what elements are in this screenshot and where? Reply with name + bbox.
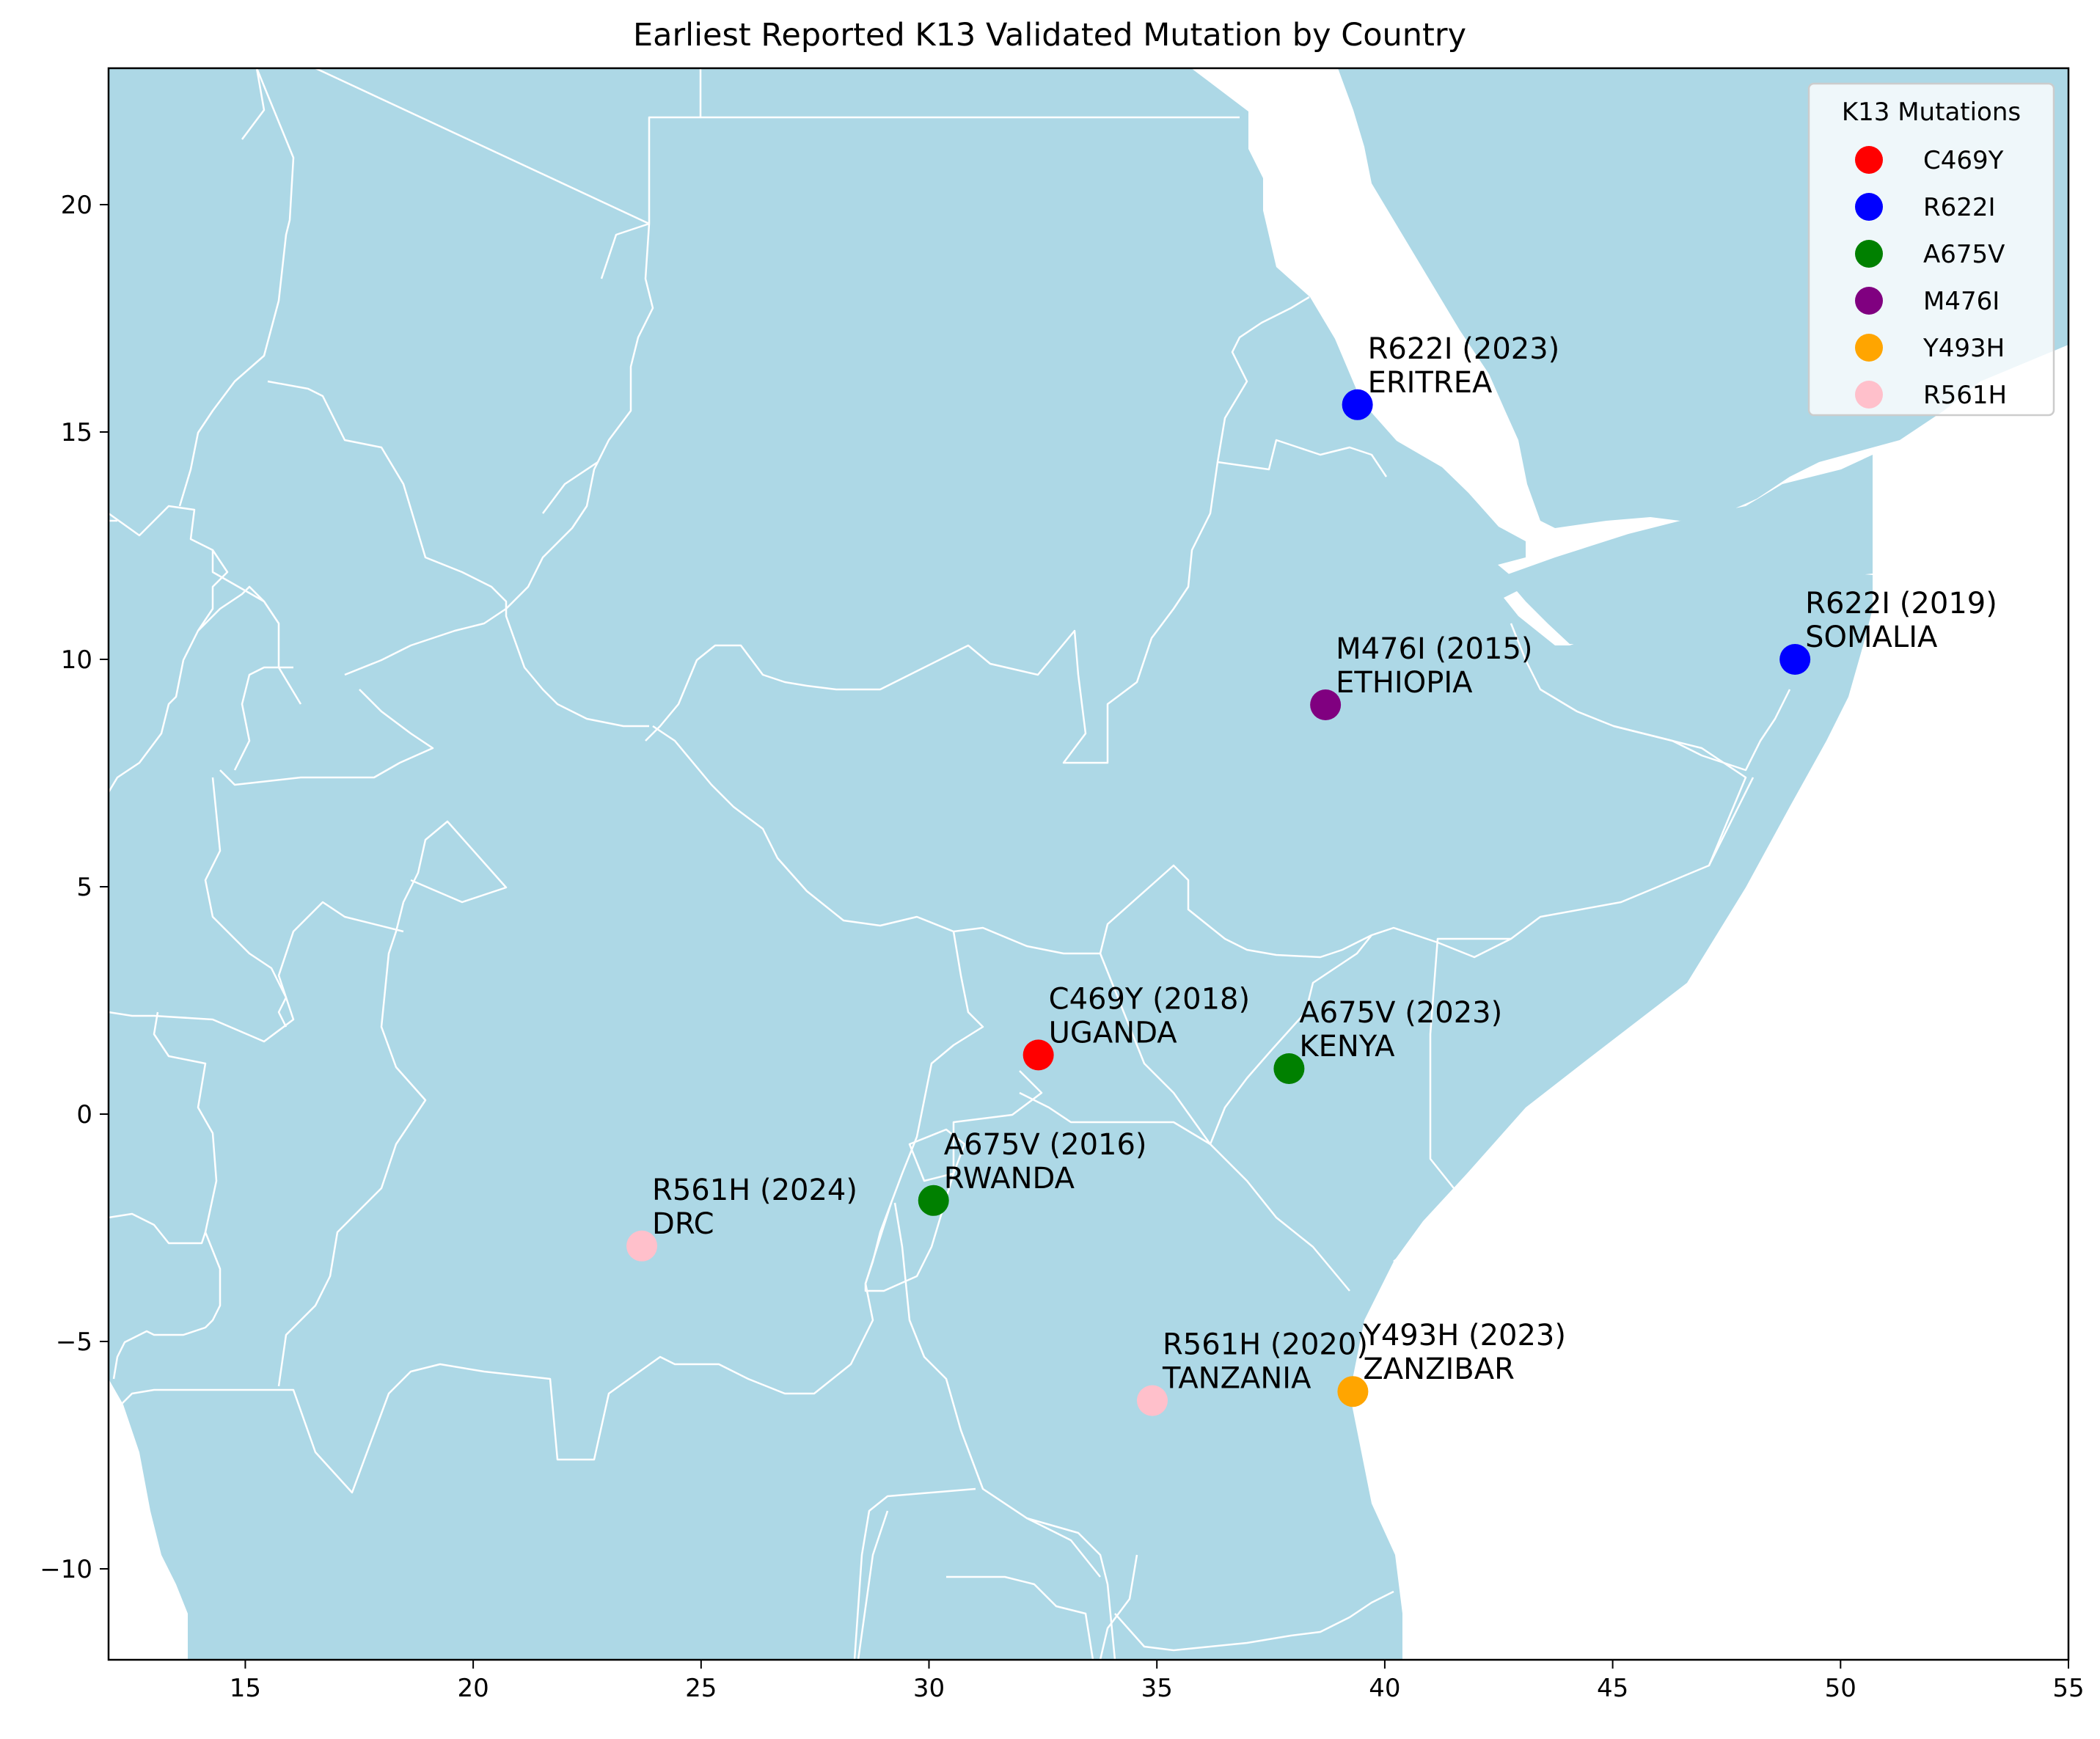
x-tick-label: 50 bbox=[1825, 1674, 1856, 1703]
x-tick-label: 30 bbox=[913, 1674, 945, 1703]
data-label-country: ERITREA bbox=[1368, 366, 1493, 400]
data-point-eritrea bbox=[1342, 389, 1373, 420]
data-points-layer bbox=[626, 389, 1811, 1416]
data-point-somalia bbox=[1779, 644, 1811, 675]
data-label-country: KENYA bbox=[1299, 1030, 1395, 1063]
data-label-country: ZANZIBAR bbox=[1363, 1352, 1514, 1386]
data-point-zanzibar bbox=[1337, 1376, 1369, 1407]
chart-title: Earliest Reported K13 Validated Mutation… bbox=[633, 17, 1466, 54]
data-label-country: RWANDA bbox=[944, 1162, 1075, 1196]
legend-title: K13 Mutations bbox=[1842, 98, 2021, 127]
data-label-mutation: R561H (2020) bbox=[1163, 1328, 1368, 1362]
legend-label: R622I bbox=[1923, 193, 1996, 222]
data-label-country: ETHIOPIA bbox=[1336, 666, 1473, 700]
x-tick-label: 40 bbox=[1369, 1674, 1400, 1703]
data-label-mutation: R561H (2024) bbox=[652, 1174, 857, 1207]
data-label-mutation: R622I (2023) bbox=[1368, 332, 1560, 366]
map-layer bbox=[109, 68, 2068, 1660]
legend-marker-c469y bbox=[1855, 146, 1883, 174]
data-label-country: DRC bbox=[652, 1207, 714, 1241]
country-borders bbox=[109, 68, 1791, 1660]
data-point-drc bbox=[626, 1230, 658, 1262]
y-tick-label: −5 bbox=[56, 1328, 92, 1357]
legend-label: R561H bbox=[1923, 381, 2007, 410]
data-point-rwanda bbox=[918, 1185, 949, 1216]
y-tick-label: 5 bbox=[76, 873, 92, 902]
legend-label: Y493H bbox=[1922, 334, 2005, 363]
x-tick-label: 45 bbox=[1597, 1674, 1628, 1703]
data-label-mutation: Y493H (2023) bbox=[1362, 1319, 1566, 1352]
x-tick-label: 55 bbox=[2052, 1674, 2084, 1703]
x-tick-label: 20 bbox=[457, 1674, 489, 1703]
legend-marker-r622i bbox=[1855, 193, 1883, 221]
legend-entries: C469Y R622I A675V M476I Y493H R561H bbox=[1855, 146, 2007, 410]
y-tick-label: 0 bbox=[76, 1100, 92, 1130]
legend-marker-r561h bbox=[1855, 381, 1883, 409]
legend-marker-y493h bbox=[1855, 334, 1883, 362]
data-point-ethiopia bbox=[1310, 689, 1342, 720]
legend: K13 Mutations C469Y R622I A675V M476I Y493H R… bbox=[1807, 82, 2055, 417]
data-label-mutation: M476I (2015) bbox=[1336, 632, 1532, 666]
data-point-kenya bbox=[1273, 1053, 1305, 1084]
y-tick-label: 20 bbox=[61, 191, 92, 220]
data-label-country: UGANDA bbox=[1049, 1016, 1178, 1050]
legend-label: A675V bbox=[1923, 240, 2005, 269]
data-point-tanzania bbox=[1136, 1385, 1168, 1416]
data-label-mutation: A675V (2023) bbox=[1299, 996, 1502, 1030]
legend-marker-a675v bbox=[1855, 240, 1883, 268]
x-tick-label: 35 bbox=[1141, 1674, 1173, 1703]
data-label-country: SOMALIA bbox=[1805, 620, 1938, 654]
land-mass bbox=[109, 68, 2068, 1660]
data-label-mutation: A675V (2016) bbox=[944, 1128, 1147, 1162]
data-label-mutation: R622I (2019) bbox=[1805, 587, 1997, 620]
y-axis: −10 −5 0 5 10 15 20 bbox=[40, 191, 109, 1584]
x-tick-label: 25 bbox=[685, 1674, 717, 1703]
y-tick-label: −10 bbox=[40, 1555, 92, 1584]
y-tick-label: 15 bbox=[61, 418, 92, 447]
data-labels-layer: R622I (2023)ERITREA R622I (2019)SOMALIA M4… bbox=[652, 332, 1997, 1396]
legend-marker-m476i bbox=[1855, 287, 1883, 315]
data-label-country: TANZANIA bbox=[1162, 1362, 1311, 1396]
x-axis: 15 20 25 30 35 40 45 50 55 bbox=[230, 1660, 2085, 1703]
data-point-uganda bbox=[1022, 1039, 1054, 1071]
x-tick-label: 15 bbox=[230, 1674, 261, 1703]
y-tick-label: 10 bbox=[61, 645, 92, 675]
plot-frame bbox=[107, 67, 2070, 1661]
legend-label: C469Y bbox=[1923, 146, 2004, 175]
data-label-mutation: C469Y (2018) bbox=[1049, 982, 1250, 1016]
legend-label: M476I bbox=[1923, 287, 2000, 316]
